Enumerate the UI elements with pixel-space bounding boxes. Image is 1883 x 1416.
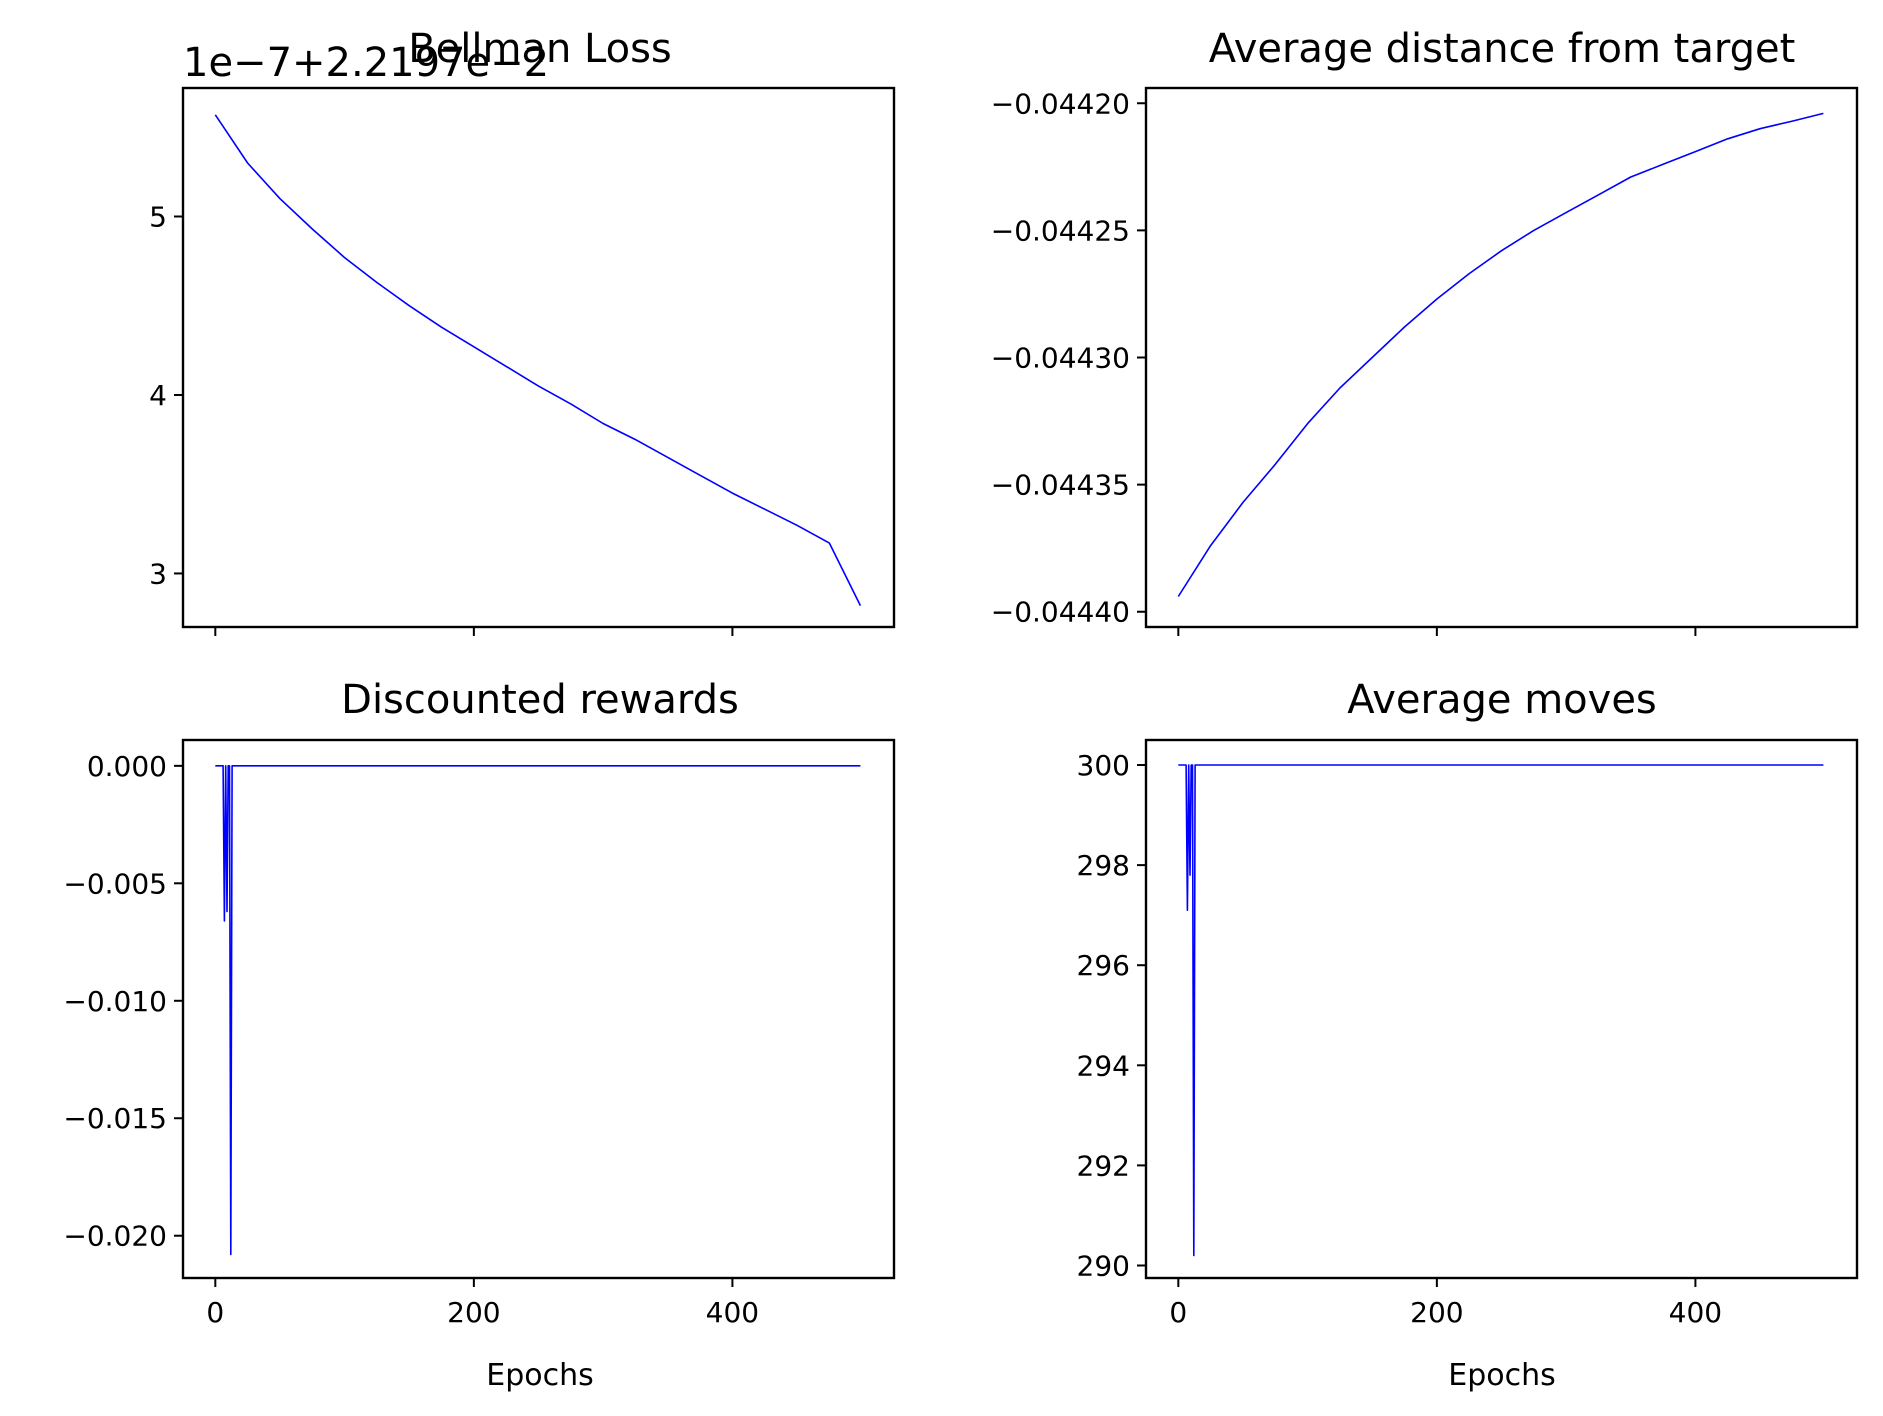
plot-frame xyxy=(181,738,896,1280)
y-tick-label: −0.010 xyxy=(63,985,167,1018)
x-axis-label: Epochs xyxy=(486,1358,594,1393)
y-tick-label: 296 xyxy=(1077,949,1130,982)
panel-discounted-rewards: Discounted rewards Epochs 0 200 400 0.000 −0… xyxy=(63,677,896,1393)
panel-bellman-loss: Bellman Loss 1e−7+2.2197e−2 3 4 5 xyxy=(149,26,896,636)
panel-average-distance: Average distance from target −0.04440−0.… xyxy=(991,26,1859,636)
panel-title: Bellman Loss xyxy=(408,26,672,72)
axis-offset-text: 1e−7+2.2197e−2 xyxy=(183,40,549,86)
y-tick-label: 292 xyxy=(1077,1149,1130,1182)
axis-ticks: −0.04440 −0.04435 −0.04430 −0.04425 −0.04420 xyxy=(991,87,1697,636)
x-tick-label: 0 xyxy=(1169,1296,1187,1329)
x-axis-label: Epochs xyxy=(1448,1358,1556,1393)
plot-frame xyxy=(1144,86,1859,629)
y-tick-label: 294 xyxy=(1077,1049,1130,1082)
series-line xyxy=(215,764,861,1256)
series-line xyxy=(1177,112,1824,597)
x-tick-label: 400 xyxy=(1669,1296,1722,1329)
y-tick-label: −0.04435 xyxy=(991,469,1130,502)
y-tick-label: 298 xyxy=(1077,849,1130,882)
y-tick-label: −0.005 xyxy=(63,867,167,900)
y-tick-label: 300 xyxy=(1077,749,1130,782)
series-line xyxy=(214,114,862,606)
y-tick-label: 290 xyxy=(1077,1249,1130,1282)
y-tick-label: 4 xyxy=(149,379,167,412)
axis-ticks: 3 4 5 xyxy=(149,201,734,636)
panel-title: Average moves xyxy=(1347,677,1657,723)
y-tick-label: −0.04425 xyxy=(991,214,1130,247)
axis-ticks: 0 200 400 0.000 −0.005 −0.010 −0.015 −0.020 xyxy=(63,750,759,1329)
series-line xyxy=(1178,764,1824,1257)
x-tick-label: 400 xyxy=(706,1296,759,1329)
panel-title: Average distance from target xyxy=(1209,26,1796,72)
axis-ticks: 0 200 400 290 292 294 296 298 300 xyxy=(1077,749,1723,1329)
y-tick-label: −0.04430 xyxy=(991,342,1130,375)
x-tick-label: 200 xyxy=(1410,1296,1463,1329)
plot-frame xyxy=(1144,738,1859,1280)
x-tick-label: 0 xyxy=(206,1296,224,1329)
panel-average-moves: Average moves Epochs 0 200 400 290 292 294 296… xyxy=(1077,677,1859,1393)
x-tick-label: 200 xyxy=(447,1296,500,1329)
y-tick-label: −0.04440 xyxy=(991,596,1130,629)
y-tick-label: −0.015 xyxy=(63,1102,167,1135)
plot-frame xyxy=(181,86,896,629)
panel-title: Discounted rewards xyxy=(341,677,739,723)
y-tick-label: 0.000 xyxy=(87,750,167,783)
y-tick-label: −0.04420 xyxy=(991,87,1130,120)
y-tick-label: −0.020 xyxy=(63,1220,167,1253)
y-tick-label: 3 xyxy=(149,557,167,590)
y-tick-label: 5 xyxy=(149,201,167,234)
